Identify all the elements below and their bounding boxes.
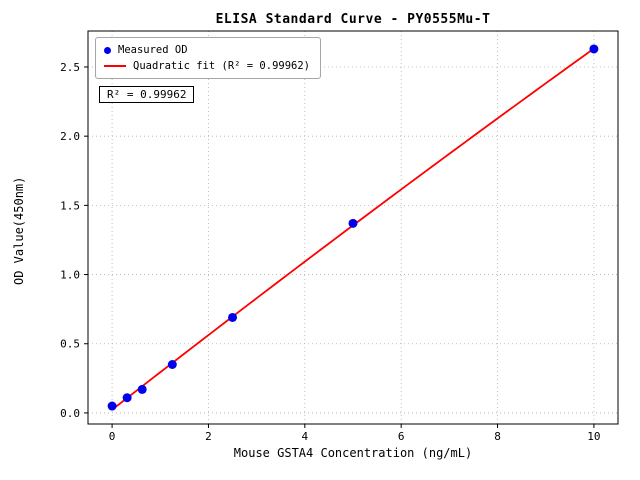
data-point <box>348 218 358 228</box>
measured-od-marker-icon <box>104 46 111 54</box>
data-point <box>137 384 147 394</box>
r-squared-annotation: R² = 0.99962 <box>99 86 195 103</box>
data-point <box>167 359 177 369</box>
y-tick-label: 1.0 <box>60 269 80 282</box>
y-tick-label: 2.0 <box>60 130 80 143</box>
legend-item-quadratic-fit: Quadratic fit (R² = 0.99962) <box>104 58 310 74</box>
quadratic-fit-line-icon <box>104 65 126 67</box>
chart-title: ELISA Standard Curve - PY0555Mu-T <box>215 12 491 27</box>
y-axis-label: OD Value(450nm) <box>12 176 26 285</box>
y-tick-label: 0.0 <box>60 407 80 420</box>
legend-label-quadratic-fit: Quadratic fit (R² = 0.99962) <box>133 60 311 72</box>
data-point <box>107 401 117 411</box>
y-tick-label: 2.5 <box>60 61 80 74</box>
x-tick-label: 6 <box>398 430 405 443</box>
legend-label-measured-od: Measured OD <box>118 44 188 56</box>
x-tick-label: 8 <box>494 430 501 443</box>
y-tick-label: 0.5 <box>60 338 80 351</box>
y-tick-label: 1.5 <box>60 199 80 212</box>
plot-border <box>87 30 619 425</box>
data-point <box>122 393 132 403</box>
x-tick-label: 10 <box>587 430 600 443</box>
chart-legend: Measured OD Quadratic fit (R² = 0.99962) <box>95 37 322 79</box>
data-point <box>228 312 238 322</box>
legend-item-measured-od: Measured OD <box>104 42 310 58</box>
x-tick-label: 0 <box>109 430 116 443</box>
data-point <box>589 44 599 54</box>
x-axis-label: Mouse GSTA4 Concentration (ng/mL) <box>233 446 473 460</box>
x-tick-label: 4 <box>302 430 309 443</box>
x-tick-label: 2 <box>205 430 212 443</box>
